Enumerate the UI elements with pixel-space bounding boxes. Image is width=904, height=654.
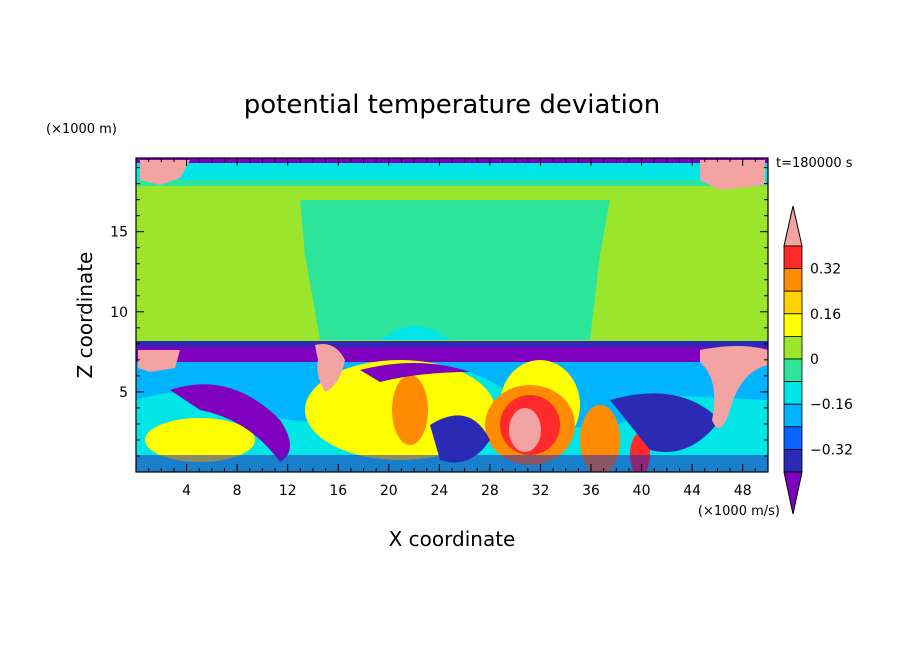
y-unit-label: (×1000 m) — [46, 122, 117, 137]
orange-region-1 — [392, 375, 428, 445]
stable-layer-top — [136, 341, 768, 347]
colorbar-tick-label: 0.16 — [810, 307, 841, 323]
colorbar-ticks: 0.32 0.16 0 −0.16 −0.32 — [810, 262, 853, 459]
x-tick-label: 20 — [380, 483, 398, 499]
x-tick-label: 40 — [633, 483, 651, 499]
colorbar-tick-label: 0 — [810, 352, 819, 368]
colorbar-top-arrow — [783, 205, 803, 247]
stable-layer — [136, 346, 768, 362]
colorbar-box — [783, 335, 803, 360]
x-axis-ticks: 4 8 12 16 20 24 28 32 36 40 44 48 — [148, 158, 756, 499]
x-tick-label: 44 — [683, 483, 701, 499]
colorbar-box — [783, 290, 803, 315]
central-plateau — [300, 200, 610, 340]
yellow-region-1 — [145, 418, 255, 462]
navy-swirl-2 — [610, 393, 720, 452]
top-right-pink — [700, 160, 765, 190]
pink-plume-2 — [700, 346, 768, 428]
colorbar — [783, 205, 803, 515]
x-tick-label: 4 — [182, 483, 191, 499]
pink-plume-1 — [315, 344, 345, 392]
x-tick-label: 36 — [582, 483, 600, 499]
colorbar-bottom-arrow — [783, 471, 803, 515]
cyan-mound — [380, 326, 450, 340]
contour-field — [136, 158, 768, 472]
colorbar-box — [783, 358, 803, 383]
x-axis-label: X coordinate — [389, 527, 516, 551]
colorbar-tick-label: −0.32 — [810, 442, 853, 458]
pink-region-1 — [509, 408, 541, 452]
colorbar-box — [783, 403, 803, 428]
x-tick-label: 28 — [481, 483, 499, 499]
time-label: t=180000 s — [776, 156, 853, 171]
top-layer-teal — [136, 180, 768, 186]
colorbar-tick-label: 0.32 — [810, 262, 841, 278]
colorbar-tick-label: −0.16 — [810, 397, 853, 413]
colorbar-box — [783, 313, 803, 337]
top-left-pink — [140, 160, 190, 185]
colorbar-box — [783, 426, 803, 450]
colorbar-box — [783, 245, 803, 270]
bottom-navy — [136, 455, 768, 472]
y-axis-label: Z coordinate — [73, 252, 97, 379]
pink-plume-3 — [138, 350, 180, 372]
y-tick-label: 5 — [119, 385, 128, 401]
x-unit-label: (×1000 m/s) — [698, 504, 780, 519]
y-axis-ticks: 5 10 15 — [110, 167, 768, 457]
chart-title: potential temperature deviation — [244, 90, 660, 120]
colorbar-box — [783, 448, 803, 473]
colorbar-box — [783, 381, 803, 405]
x-tick-label: 48 — [734, 483, 752, 499]
navy-swirl-1 — [430, 415, 490, 463]
x-tick-label: 8 — [233, 483, 242, 499]
purple-swirl-1 — [170, 384, 290, 462]
x-tick-label: 16 — [329, 483, 347, 499]
y-tick-label: 10 — [110, 305, 128, 321]
x-tick-label: 32 — [532, 483, 550, 499]
x-tick-label: 24 — [430, 483, 448, 499]
purple-swirl-2 — [360, 362, 470, 382]
colorbar-box — [783, 268, 803, 292]
top-layer-cyan — [136, 163, 768, 183]
y-tick-label: 15 — [110, 225, 128, 241]
x-tick-label: 12 — [279, 483, 297, 499]
